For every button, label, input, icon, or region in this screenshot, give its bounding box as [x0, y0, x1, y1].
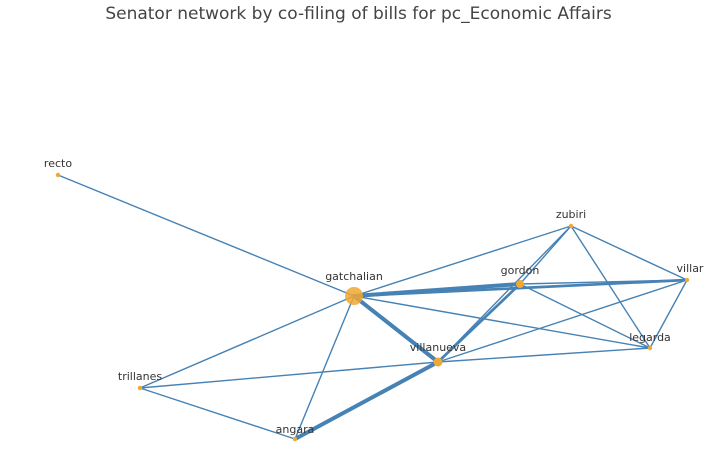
edge-villar-villanueva [437, 279, 688, 363]
edge-villanueva-angara [293, 360, 440, 441]
edge-zubiri-legarda [570, 225, 651, 349]
node-trillanes[interactable] [137, 385, 143, 391]
edge-gordon-villar [519, 279, 688, 285]
edge-gatchalian-villanueva [352, 294, 440, 364]
node-legarda[interactable] [647, 345, 653, 351]
node-angara[interactable] [292, 436, 298, 442]
edge-gatchalian-legarda [353, 295, 651, 349]
node-label-recto: recto [44, 157, 72, 170]
edge-legarda-villanueva [437, 347, 651, 363]
edge-zubiri-villar [570, 225, 688, 281]
edge-gatchalian-villar [352, 278, 689, 298]
node-zubiri[interactable] [568, 223, 574, 229]
node-recto[interactable] [55, 172, 61, 178]
node-label-zubiri: zubiri [556, 208, 586, 221]
edge-gatchalian-trillanes [139, 295, 355, 389]
node-villar[interactable] [684, 277, 690, 283]
edge-gatchalian-angara [294, 295, 355, 440]
node-villanueva[interactable] [433, 357, 443, 367]
edges-layer [57, 174, 689, 441]
nodes-layer [55, 172, 690, 442]
edge-villar-legarda [649, 279, 688, 349]
chart-title: Senator network by co-filing of bills fo… [105, 4, 612, 24]
node-label-angara: angara [276, 423, 315, 436]
edge-recto-gatchalian [57, 174, 355, 297]
edge-gordon-legarda [519, 283, 651, 349]
node-gordon[interactable] [516, 280, 524, 288]
labels-layer: recto gatchalian zubiri gordon villar legarda… [44, 157, 704, 436]
node-label-trillanes: trillanes [118, 370, 162, 383]
edge-gordon-villanueva [436, 282, 522, 364]
node-label-gatchalian: gatchalian [325, 270, 383, 283]
node-label-gordon: gordon [501, 264, 540, 277]
edge-villanueva-trillanes [139, 361, 439, 389]
node-label-villar: villar [677, 262, 704, 275]
node-gatchalian[interactable] [345, 287, 363, 305]
edge-gatchalian-zubiri [353, 225, 572, 297]
node-label-villanueva: villanueva [410, 341, 466, 354]
edge-trillanes-angara [139, 387, 296, 440]
node-label-legarda: legarda [629, 331, 671, 344]
